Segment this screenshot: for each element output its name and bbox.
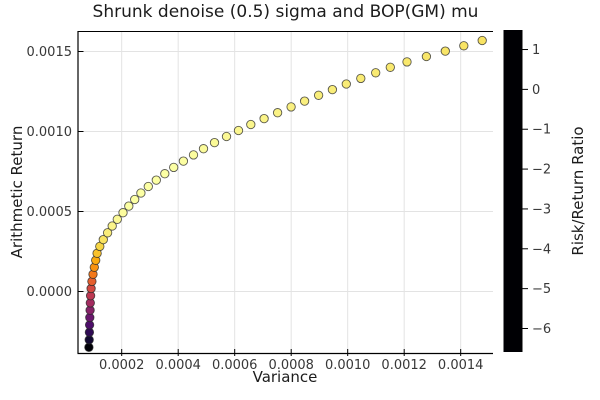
colorbar — [503, 30, 522, 352]
data-point — [459, 41, 469, 51]
data-point — [272, 108, 283, 118]
x-tick-label: 0.0006 — [212, 358, 258, 373]
colorbar-tick-label: 1 — [532, 43, 540, 58]
data-point — [136, 188, 146, 198]
data-point — [98, 234, 108, 245]
x-tick-label: 0.0014 — [438, 358, 484, 373]
colorbar-tick-label: −5 — [532, 282, 551, 297]
y-tick-label: 0.0000 — [27, 285, 73, 300]
data-point — [221, 131, 232, 142]
frontier-points — [84, 35, 487, 352]
x-tick-label: 0.0012 — [381, 358, 427, 373]
data-point — [160, 169, 170, 179]
x-tick-label: 0.0002 — [99, 358, 145, 373]
data-point — [107, 221, 117, 231]
chart-title: Shrunk denoise (0.5) sigma and BOP(GM) m… — [92, 2, 479, 22]
colorbar-tick-label: −6 — [532, 322, 551, 337]
colorbar-tick-label: −3 — [532, 202, 551, 217]
data-point — [371, 68, 381, 78]
data-point — [102, 228, 113, 238]
data-point — [188, 150, 199, 160]
colorbar-tick-label: −4 — [532, 242, 551, 257]
data-point — [299, 96, 310, 106]
data-point — [143, 181, 153, 192]
colorbar-tick-label: −1 — [532, 123, 551, 138]
y-tick-label: 0.0005 — [27, 205, 73, 220]
data-point — [286, 102, 296, 112]
data-point — [341, 79, 351, 89]
y-tick-label: 0.0010 — [27, 125, 73, 140]
data-point — [259, 113, 269, 124]
data-point — [112, 214, 122, 224]
x-tick-label: 0.0008 — [268, 358, 314, 373]
data-point — [209, 137, 220, 148]
data-point — [327, 84, 338, 95]
data-point — [440, 46, 450, 56]
data-point — [385, 62, 395, 72]
data-point — [246, 119, 256, 130]
data-point — [198, 144, 209, 154]
data-point — [233, 125, 244, 136]
data-point — [421, 51, 432, 62]
data-point — [124, 201, 134, 211]
colorbar-tick-label: 0 — [532, 83, 540, 98]
data-point — [313, 90, 324, 100]
x-axis-label: Variance — [252, 368, 318, 386]
y-tick-label: 0.0015 — [27, 45, 73, 60]
data-point — [178, 156, 189, 166]
data-point — [402, 57, 412, 67]
colorbar-tick-label: −2 — [532, 163, 551, 178]
data-point — [118, 208, 128, 218]
data-point — [130, 194, 140, 205]
data-point — [477, 35, 487, 46]
data-point — [169, 162, 179, 173]
x-tick-label: 0.0010 — [325, 358, 371, 373]
data-point — [356, 73, 366, 84]
x-tick-label: 0.0004 — [155, 358, 201, 373]
data-point — [151, 175, 161, 185]
